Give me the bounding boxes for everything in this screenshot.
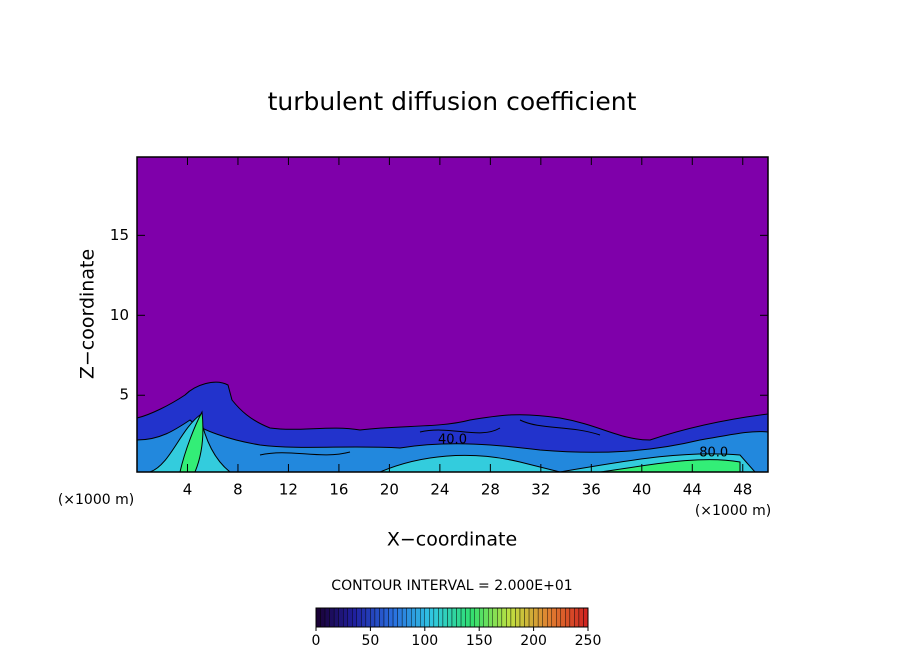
x-tick-label: 36: [582, 481, 601, 499]
colorbar-cell: [320, 607, 326, 628]
colorbar-cell: [415, 607, 421, 628]
colorbar-cell: [374, 607, 380, 628]
colorbar-cell: [429, 607, 435, 628]
colorbar-cell: [551, 607, 557, 628]
colorbar-cell: [501, 607, 507, 628]
colorbar-cell: [583, 607, 589, 628]
colorbar-cell: [338, 607, 344, 628]
colorbar-cell: [474, 607, 480, 628]
chart-title: turbulent diffusion coefficient: [268, 87, 637, 116]
colorbar-cell: [537, 607, 543, 628]
colorbar-cell: [524, 607, 530, 628]
x-tick-label: 28: [481, 481, 500, 499]
colorbar-cell: [510, 607, 516, 628]
colorbar-cell: [533, 607, 539, 628]
colorbar-cell: [329, 607, 335, 628]
colorbar-cell: [420, 607, 425, 628]
colorbar-cell: [465, 607, 471, 628]
colorbar-cell: [479, 607, 484, 628]
colorbar-cell: [352, 607, 357, 628]
plot-frame: [136, 156, 769, 473]
colorbar-cell: [565, 607, 571, 628]
colorbar-cell: [401, 607, 407, 628]
colorbar-cell: [506, 607, 512, 628]
colorbar-cell: [488, 607, 493, 628]
colorbar-cell: [433, 607, 439, 628]
colorbar-tick-label: 150: [466, 633, 493, 649]
contour-field: [137, 381, 768, 472]
colorbar-cell: [388, 607, 394, 628]
x-tick-label: 20: [380, 481, 399, 499]
colorbar-cell: [447, 607, 453, 628]
colorbar-cell: [574, 607, 580, 628]
x-tick-label: 44: [683, 481, 702, 499]
contour-label: 80.0: [699, 445, 728, 460]
colorbar-cell: [456, 607, 462, 628]
x-axis-label: X−coordinate: [387, 529, 517, 551]
colorbar-cell: [361, 607, 367, 628]
colorbar-tick-label: 100: [411, 633, 438, 649]
colorbar-cell: [451, 607, 457, 628]
colorbar-cell: [370, 607, 376, 628]
colorbar-cell: [411, 607, 416, 628]
colorbar-cell: [365, 607, 371, 628]
colorbar-cell: [347, 607, 353, 628]
colorbar-tick-label: 200: [520, 633, 547, 649]
x-unit-label: (×1000 m): [695, 503, 771, 519]
colorbar-cell: [333, 607, 339, 628]
colorbar-cell: [469, 607, 475, 628]
colorbar-cell: [547, 607, 552, 628]
x-tick-label: 24: [430, 481, 449, 499]
colorbar-cell: [397, 607, 403, 628]
colorbar-cell: [424, 607, 430, 628]
colorbar-cell: [379, 607, 385, 628]
x-tick-label: 32: [531, 481, 550, 499]
x-tick-label: 8: [233, 481, 243, 499]
colorbar-cell: [515, 607, 521, 628]
x-tick-label: 12: [279, 481, 298, 499]
colorbar-cell: [356, 607, 362, 628]
x-tick-label: 4: [183, 481, 193, 499]
colorbar-cell: [578, 607, 584, 628]
colorbar-cell: [497, 607, 503, 628]
y-axis-label: Z−coordinate: [77, 249, 99, 379]
colorbar-cell: [392, 607, 398, 628]
x-tick-label: 48: [733, 481, 752, 499]
colorbar-cell: [492, 607, 498, 628]
contour-line: [259, 419, 601, 456]
colorbar-cell: [556, 607, 561, 628]
colorbar-cell: [460, 607, 466, 628]
colorbar-cell: [383, 607, 389, 628]
colorbar-cell: [315, 607, 321, 628]
colorbar-cell: [542, 607, 548, 628]
colorbar-tick-label: 250: [575, 633, 602, 649]
colorbar-cell: [442, 607, 448, 628]
contour-region: [179, 410, 741, 472]
colorbar-tick-label: 50: [361, 633, 379, 649]
colorbar-cell: [483, 607, 489, 628]
colorbar-cell: [438, 607, 444, 628]
y-tick-label: 10: [110, 306, 129, 324]
colorbar-tick-label: 0: [312, 633, 321, 649]
colorbar-cell: [324, 607, 330, 628]
colorbar-cell: [560, 607, 566, 628]
contour-interval: CONTOUR INTERVAL = 2.000E+01: [331, 578, 572, 594]
colorbar-cell: [343, 607, 348, 628]
x-tick-label: 16: [329, 481, 348, 499]
y-tick-label: 15: [110, 226, 129, 244]
x-unit-label: (×1000 m): [58, 492, 134, 508]
colorbar-cell: [519, 607, 525, 628]
contour-label: 40.0: [438, 433, 467, 448]
x-tick-label: 40: [632, 481, 651, 499]
colorbar-frame: [315, 607, 589, 628]
y-tick-label: 5: [119, 386, 129, 404]
colorbar-cell: [569, 607, 575, 628]
colorbar-cell: [528, 607, 534, 628]
colorbar-cell: [406, 607, 412, 628]
